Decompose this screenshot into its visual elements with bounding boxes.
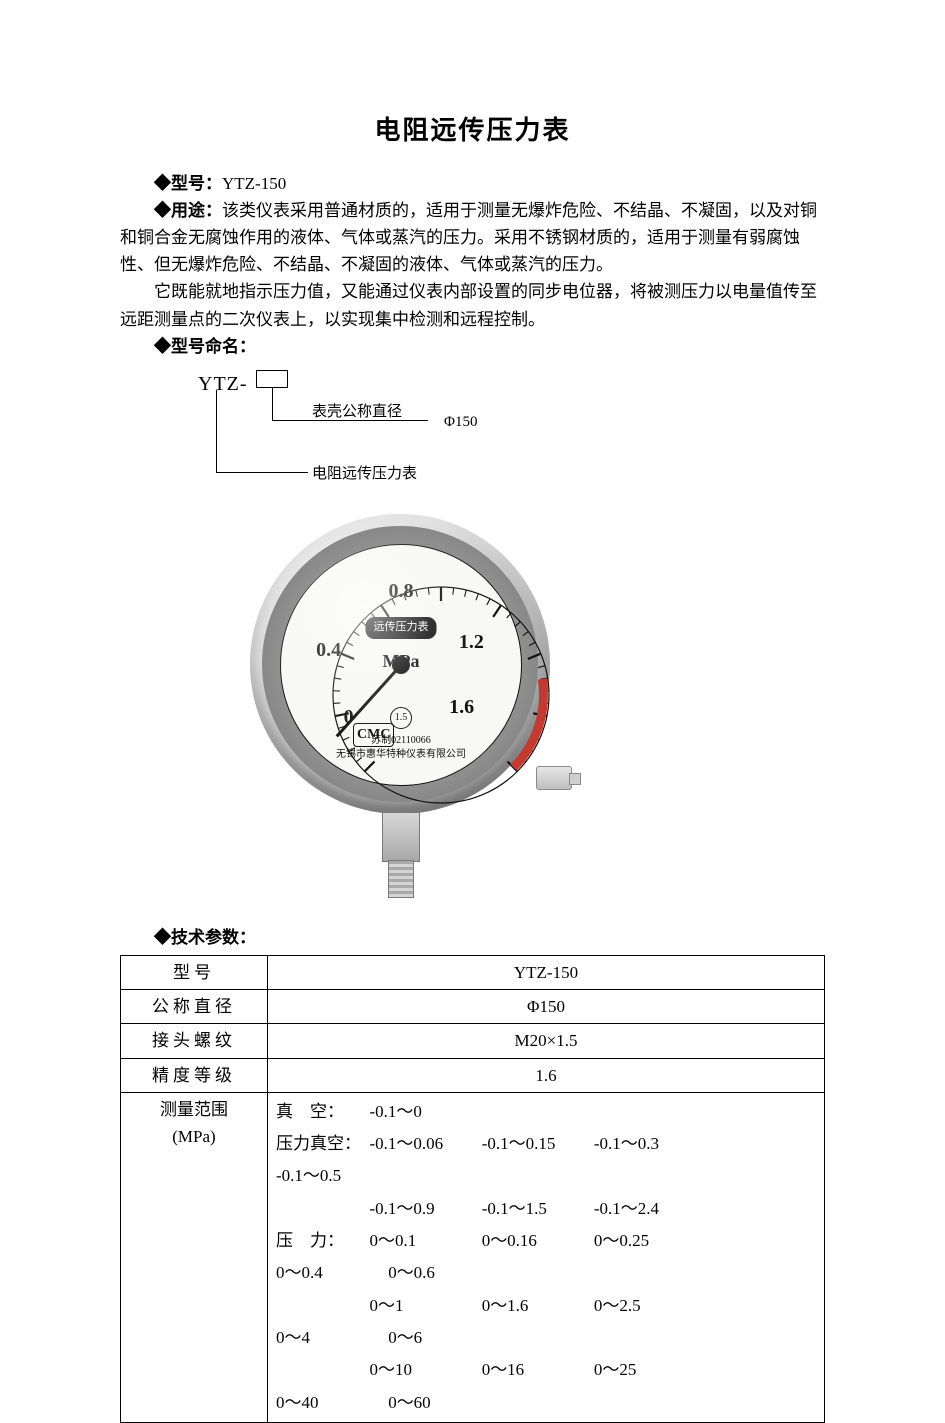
range-value: 0～16	[482, 1354, 594, 1386]
spec-table-body: 型号YTZ-150公称直径Φ150接头螺纹M20×1.5精度等级1.6测量范围(…	[121, 956, 825, 1423]
spec-row-value: M20×1.5	[268, 1024, 825, 1058]
spec-table: 型号YTZ-150公称直径Φ150接头螺纹M20×1.5精度等级1.6测量范围(…	[120, 955, 825, 1423]
range-group-name: 压力真空：	[276, 1128, 370, 1160]
spec-range-value: 真 空：-0.1～0压力真空：-0.1～0.06-0.1～0.15-0.1～0.…	[268, 1092, 825, 1422]
page-title: 电阻远传压力表	[120, 110, 825, 152]
usage-label: ◆用途：	[154, 201, 222, 220]
spec-row-label: 接头螺纹	[121, 1024, 268, 1058]
range-value: 0～2.5	[594, 1290, 706, 1322]
range-value: 0～1.6	[482, 1290, 594, 1322]
model-line: ◆型号：YTZ-150	[120, 170, 825, 197]
naming-vline-1	[272, 388, 273, 420]
gauge-dial-number: 0	[344, 701, 354, 733]
range-value: 0～0.1	[370, 1225, 482, 1257]
range-value: -0.1～0.3	[594, 1128, 706, 1160]
naming-diagram: YTZ- 表壳公称直径 Φ150 电阻远传压力表	[160, 364, 560, 504]
table-row: 型号YTZ-150	[121, 956, 825, 990]
range-line: 0～100～160～25 0～400～60	[276, 1354, 816, 1419]
spec-row-value: YTZ-150	[268, 956, 825, 990]
range-value: 0～60	[388, 1387, 500, 1419]
range-group-name: 压 力：	[276, 1225, 370, 1257]
gauge-face: 远传压力表 MPa 1.5 CMC 苏制02110066 无锡市惠华特种仪表有限…	[280, 544, 522, 786]
tech-params-label-line: ◆技术参数：	[120, 924, 825, 951]
range-line: -0.1～0.9-0.1～1.5-0.1～2.4	[276, 1193, 816, 1225]
spec-row-label: 型号	[121, 956, 268, 990]
range-value: 0～0.16	[482, 1225, 594, 1257]
document-page: 电阻远传压力表 ◆型号：YTZ-150 ◆用途：该类仪表采用普通材质的，适用于测…	[0, 0, 945, 1337]
table-row: 接头螺纹M20×1.5	[121, 1024, 825, 1058]
range-value: 0～0.4	[276, 1257, 388, 1289]
naming-code-prefix: YTZ-	[198, 368, 248, 400]
naming-label-line: ◆型号命名：	[120, 333, 825, 360]
table-row: 公称直径Φ150	[121, 990, 825, 1024]
naming-placeholder-box	[256, 370, 288, 388]
tech-params-label: ◆技术参数：	[154, 928, 256, 947]
gauge-side-fitting	[536, 766, 572, 790]
naming-row1-label: 表壳公称直径	[312, 400, 402, 424]
naming-label: ◆型号命名：	[154, 337, 256, 356]
range-value: 0～1	[370, 1290, 482, 1322]
gauge-dial-number: 1.2	[459, 626, 484, 658]
range-value: -0.1～0.5	[276, 1160, 388, 1192]
range-value: -0.1～0.9	[370, 1193, 482, 1225]
range-value: -0.1～0	[370, 1096, 482, 1128]
range-value: 0～25	[594, 1354, 706, 1386]
spec-row-label: 精度等级	[121, 1058, 268, 1092]
gauge-dial-number: 0.8	[389, 575, 414, 607]
range-value: -0.1～2.4	[594, 1193, 706, 1225]
naming-vline-2	[216, 390, 217, 472]
range-value: 0～0.25	[594, 1225, 706, 1257]
table-row-range: 测量范围(MPa)真 空：-0.1～0压力真空：-0.1～0.06-0.1～0.…	[121, 1092, 825, 1422]
range-line: 压 力：0～0.10～0.160～0.25 0～0.40～0.6	[276, 1225, 816, 1290]
range-value: 0～4	[276, 1322, 388, 1354]
gauge-stem-thread	[388, 860, 414, 898]
naming-hline-1	[272, 420, 308, 421]
gauge-hub	[392, 656, 410, 674]
gauge-dial-number: 1.6	[449, 691, 474, 723]
model-label: ◆型号：	[154, 174, 222, 193]
range-value: 0～6	[388, 1322, 500, 1354]
gauge-stem-hex	[382, 812, 420, 862]
gauge-scale-svg	[321, 575, 561, 815]
range-value: -0.1～0.06	[370, 1128, 482, 1160]
range-value: 0～40	[276, 1387, 388, 1419]
gauge-maker-text: 无锡市惠华特种仪表有限公司	[336, 747, 466, 763]
gauge-image: 远传压力表 MPa 1.5 CMC 苏制02110066 无锡市惠华特种仪表有限…	[240, 514, 560, 914]
range-line: 0～10～1.60～2.5 0～40～6	[276, 1290, 816, 1355]
spec-row-label: 公称直径	[121, 990, 268, 1024]
gauge-top-badge: 远传压力表	[366, 617, 437, 639]
range-value: -0.1～1.5	[482, 1193, 594, 1225]
naming-row2-label: 电阻远传压力表	[312, 462, 417, 486]
range-value: 0～10	[370, 1354, 482, 1386]
spec-row-value: 1.6	[268, 1058, 825, 1092]
usage-para-2: 它既能就地指示压力值，又能通过仪表内部设置的同步电位器，将被测压力以电量值传至远…	[120, 278, 825, 332]
gauge-dial-number: 0.4	[316, 634, 341, 666]
spec-range-label: 测量范围(MPa)	[121, 1092, 268, 1422]
usage-para-1: ◆用途：该类仪表采用普通材质的，适用于测量无爆炸危险、不结晶、不凝固，以及对铜和…	[120, 197, 825, 279]
naming-row1-value: Φ150	[444, 410, 477, 434]
table-row: 精度等级1.6	[121, 1058, 825, 1092]
range-value: -0.1～0.15	[482, 1128, 594, 1160]
spec-row-value: Φ150	[268, 990, 825, 1024]
range-value: 0～0.6	[388, 1257, 500, 1289]
naming-hline-2	[216, 472, 308, 473]
range-line: 压力真空：-0.1～0.06-0.1～0.15-0.1～0.3 -0.1～0.5	[276, 1128, 816, 1193]
range-group-name: 真 空：	[276, 1096, 370, 1128]
range-line: 真 空：-0.1～0	[276, 1096, 816, 1128]
usage-text-1: 该类仪表采用普通材质的，适用于测量无爆炸危险、不结晶、不凝固，以及对铜和铜合金无…	[120, 201, 817, 274]
model-value: YTZ-150	[222, 174, 286, 193]
